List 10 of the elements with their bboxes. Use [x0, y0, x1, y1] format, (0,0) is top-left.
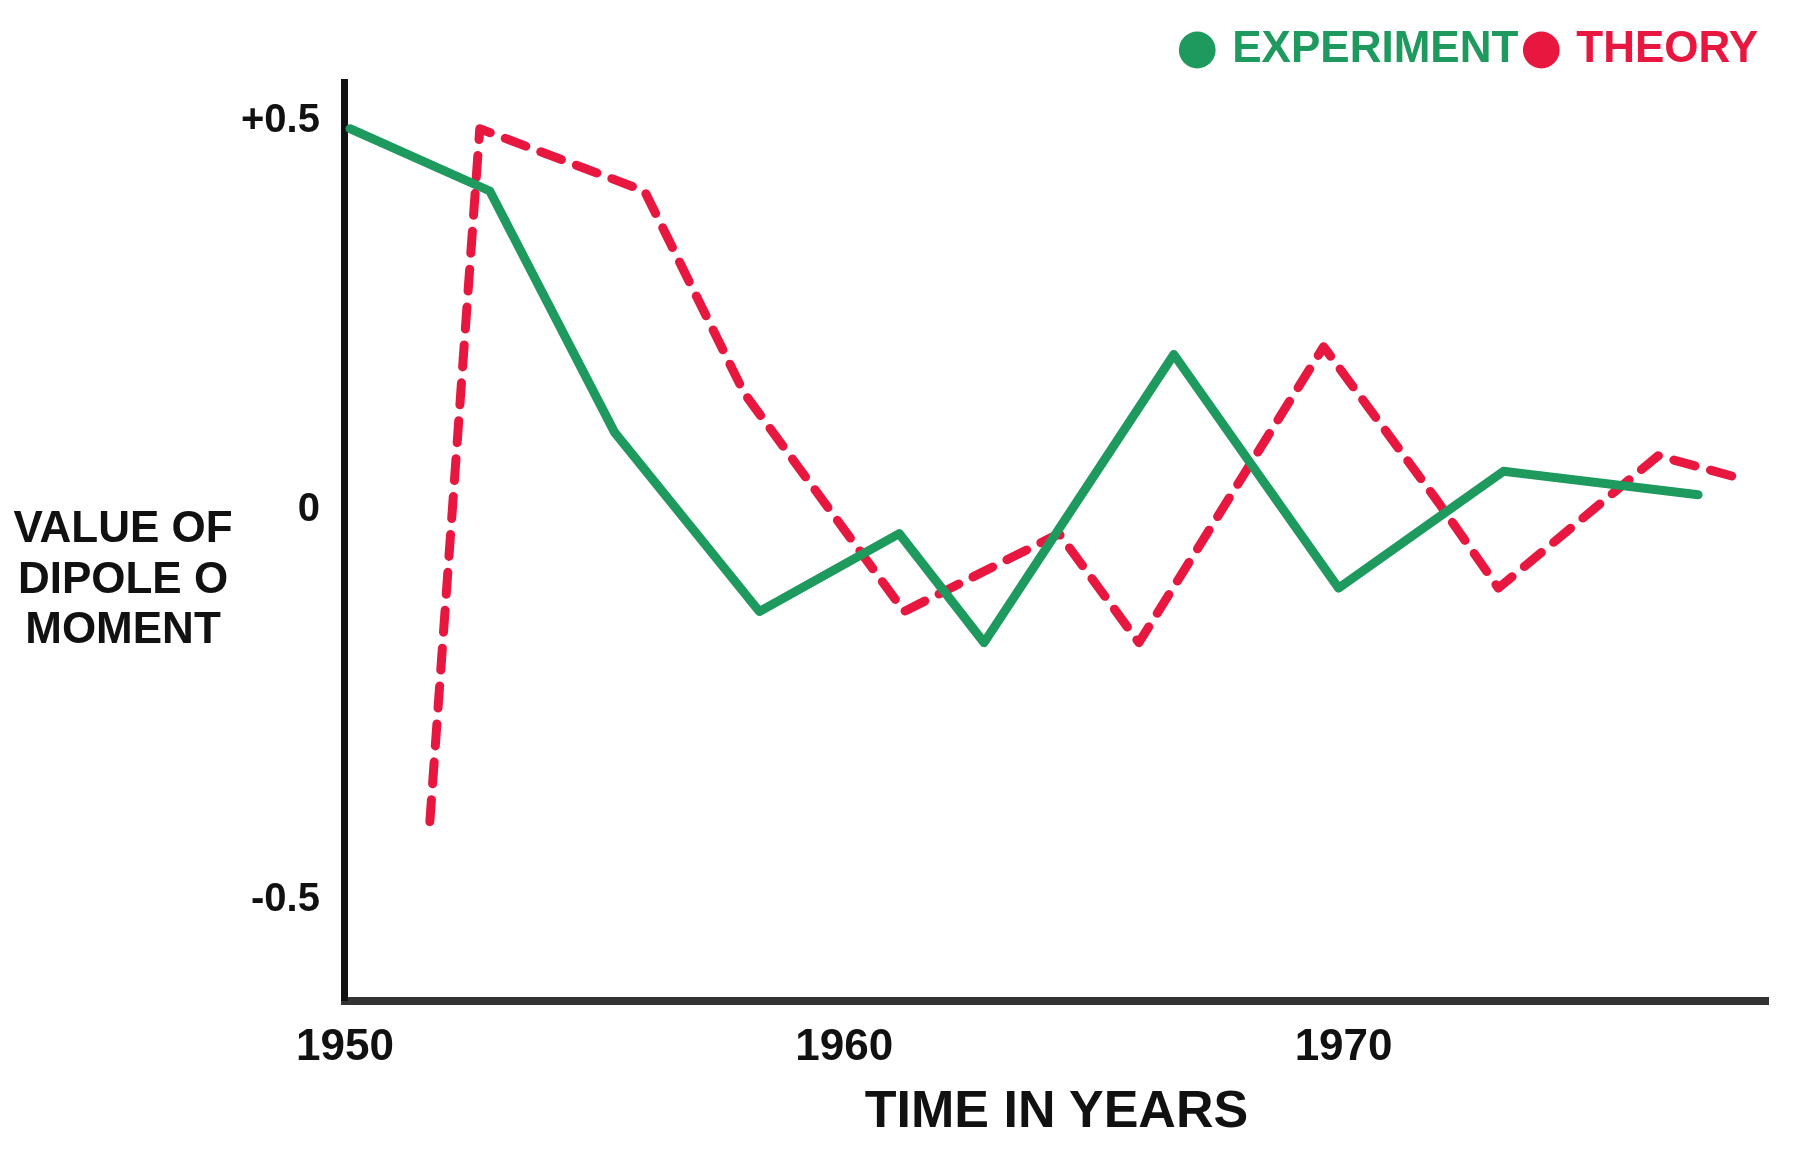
- legend-label: EXPERIMENT: [1232, 22, 1519, 72]
- y-tick-label: 0: [297, 485, 320, 530]
- x-axis-title: TIME IN YEARS: [864, 1080, 1249, 1139]
- x-tick-label: 1970: [1294, 1020, 1393, 1070]
- y-tick-label: -0.5: [251, 874, 320, 919]
- x-tick-label: 1950: [296, 1020, 394, 1070]
- legend-label: THEORY: [1576, 22, 1758, 72]
- y-axis-title: VALUE OF DIPOLE O MOMENT: [12, 502, 234, 654]
- x-tick-label: 1960: [795, 1020, 894, 1070]
- y-tick-label: +0.5: [241, 95, 320, 140]
